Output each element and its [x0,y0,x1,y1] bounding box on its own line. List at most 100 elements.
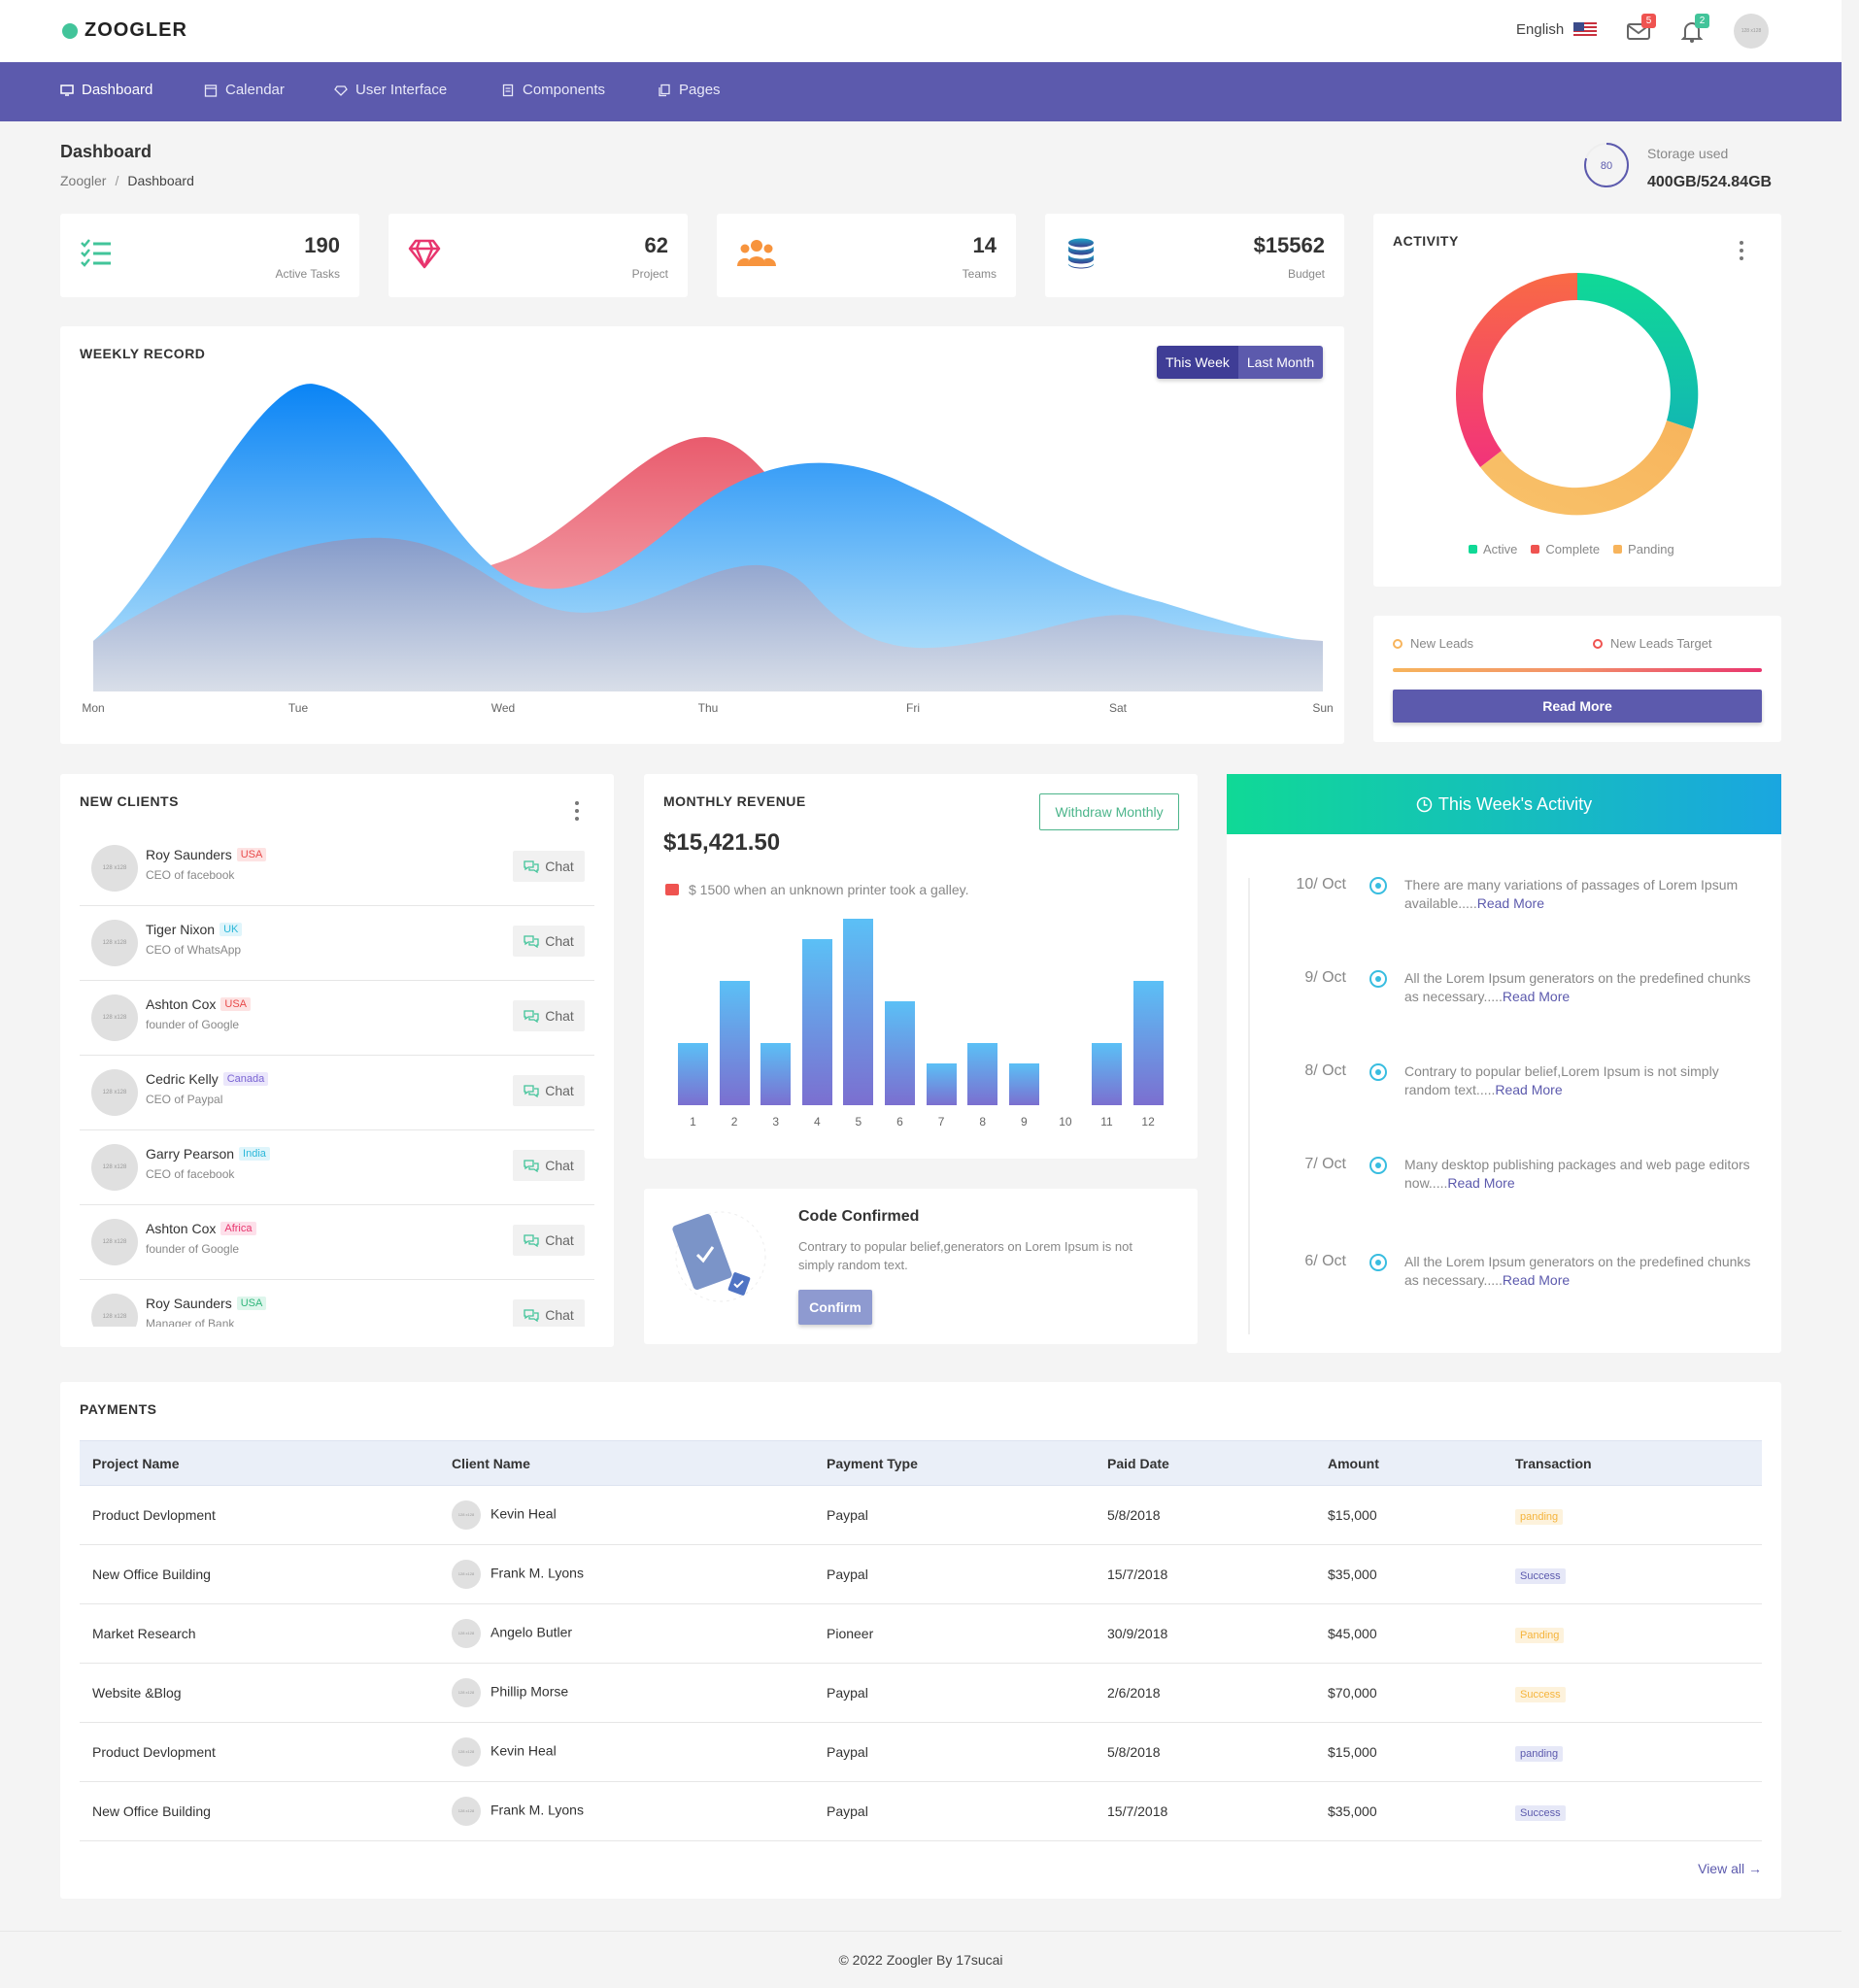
table-row[interactable]: Website &Blog 128 x128 Phillip Morse Paypal… [80,1663,1762,1723]
view-all-link[interactable]: View all → [1698,1861,1762,1876]
table-row[interactable]: New Office Building 128 x128 Frank M. Lyon… [80,1544,1762,1604]
cell-paid-date: 15/7/2018 [1107,1781,1328,1841]
client-avatar: 128 x128 [91,1144,138,1191]
table-row[interactable]: New Office Building 128 x128 Frank M. Lyon… [80,1781,1762,1841]
breadcrumb-root[interactable]: Zoogler [60,173,107,188]
week-activity-header: This Week's Activity [1227,774,1781,834]
read-more-link[interactable]: Read More [1502,1272,1571,1288]
read-more-button[interactable]: Read More [1393,690,1762,723]
monthly-revenue-title: MONTHLY REVENUE [663,793,806,809]
cell-transaction: panding [1515,1722,1762,1782]
mail-button[interactable]: 5 [1625,14,1656,45]
x-tick-label: 9 [1020,1115,1028,1129]
table-row[interactable]: Product Devlopment 128 x128 Kevin Heal Payp… [80,1485,1762,1545]
cell-amount: $70,000 [1328,1663,1515,1723]
col-client[interactable]: Client Name [452,1440,827,1486]
col-project[interactable]: Project Name [80,1440,452,1486]
donut-slice-complete [1456,273,1577,467]
client-role: CEO of facebook [146,1167,235,1181]
this-week-button[interactable]: This Week [1157,346,1238,379]
stat-card-budget: $15562 Budget [1045,214,1344,297]
more-vertical-icon[interactable] [1740,241,1743,260]
timeline-text: Contrary to popular belief,Lorem Ipsum i… [1404,1063,1719,1097]
footer: © 2022 Zoogler By 17sucai [0,1931,1842,1988]
brand-logo[interactable]: ZOOGLER [62,19,187,42]
x-tick-label: 1 [690,1115,696,1129]
client-name: Roy Saunders USA [146,1296,267,1311]
confirm-button[interactable]: Confirm [798,1290,872,1325]
chat-button[interactable]: Chat [513,926,585,957]
status-badge: panding [1515,1509,1564,1525]
breadcrumb-separator: / [115,173,119,188]
list-check-icon [81,239,111,267]
nav-components[interactable]: Components [501,82,605,98]
stat-value: 62 [644,233,668,257]
revenue-bar [719,981,750,1105]
storage-label: Storage used [1647,146,1729,161]
nav-pages[interactable]: Pages [658,82,721,98]
chat-icon [524,935,539,948]
x-tick-label: 4 [813,1115,821,1129]
revenue-bar [678,1043,708,1105]
revenue-bar [760,1043,792,1105]
nav-calendar[interactable]: Calendar [204,82,285,98]
timeline-date: 9/ Oct [1304,969,1346,986]
client-name: Tiger Nixon UK [146,922,243,937]
read-more-link[interactable]: Read More [1495,1082,1563,1097]
chat-icon [524,860,539,873]
nav-user-interface[interactable]: User Interface [334,82,447,98]
series-grey-area [93,537,1323,691]
diamond-icon [334,84,348,96]
col-payment-type[interactable]: Payment Type [827,1440,1107,1486]
notifications-button[interactable]: 2 [1678,14,1709,45]
table-row[interactable]: Product Devlopment 128 x128 Kevin Heal Payp… [80,1722,1762,1782]
breadcrumb: Zoogler / Dashboard [60,173,194,188]
weekly-range-toggle: This Week Last Month [1157,346,1324,379]
col-amount[interactable]: Amount [1328,1440,1515,1486]
chat-button[interactable]: Chat [513,1150,585,1181]
revenue-bar [967,1043,998,1105]
ring-dot-icon [1393,638,1403,649]
cell-project: New Office Building [80,1781,452,1841]
clock-icon [1416,796,1433,812]
read-more-link[interactable]: Read More [1447,1175,1515,1191]
stat-card-project: 62 Project [389,214,688,297]
timeline-date: 6/ Oct [1304,1253,1346,1269]
chat-button[interactable]: Chat [513,1299,585,1327]
col-transaction[interactable]: Transaction [1515,1440,1762,1486]
revenue-bar [801,939,832,1105]
chat-button[interactable]: Chat [513,1000,585,1031]
client-avatar: 128 x128 [91,1294,138,1327]
chat-button[interactable]: Chat [513,851,585,882]
cell-transaction: panding [1515,1485,1762,1545]
cell-amount: $15,000 [1328,1722,1515,1782]
donut-slice-pending [1480,421,1693,516]
client-name: Ashton Cox USA [146,996,251,1012]
x-tick-label: Tue [287,701,309,715]
chat-button[interactable]: Chat [513,1075,585,1106]
legend-swatch [1613,545,1623,554]
cell-client: 128 x128 Frank M. Lyons [452,1781,827,1841]
withdraw-monthly-button[interactable]: Withdraw Monthly [1039,793,1179,830]
last-month-button[interactable]: Last Month [1237,346,1324,379]
read-more-link[interactable]: Read More [1476,895,1544,911]
timeline-text: All the Lorem Ipsum generators on the pr… [1404,970,1751,1004]
more-vertical-icon[interactable] [575,801,579,821]
read-more-link[interactable]: Read More [1502,989,1571,1004]
language-selector[interactable]: English [1516,21,1598,38]
x-tick-label: 2 [730,1115,738,1129]
cell-project: Product Devlopment [80,1485,452,1545]
user-avatar[interactable]: 128 x128 [1734,14,1769,49]
chat-button[interactable]: Chat [513,1225,585,1256]
x-tick-label: Sun [1312,701,1334,715]
x-tick-label: 3 [772,1115,780,1129]
activity-legend: Active Complete Panding [1469,542,1674,556]
ring-dot-icon [1593,638,1603,649]
monitor-icon [60,84,74,96]
copy-icon [659,84,670,96]
table-row[interactable]: Market Research 128 x128 Angelo Butler Pion… [80,1603,1762,1664]
weekly-record-title: WEEKLY RECORD [80,346,206,361]
x-tick-label: Sat [1108,701,1128,715]
nav-dashboard[interactable]: Dashboard [60,82,152,98]
col-paid-date[interactable]: Paid Date [1107,1440,1328,1486]
